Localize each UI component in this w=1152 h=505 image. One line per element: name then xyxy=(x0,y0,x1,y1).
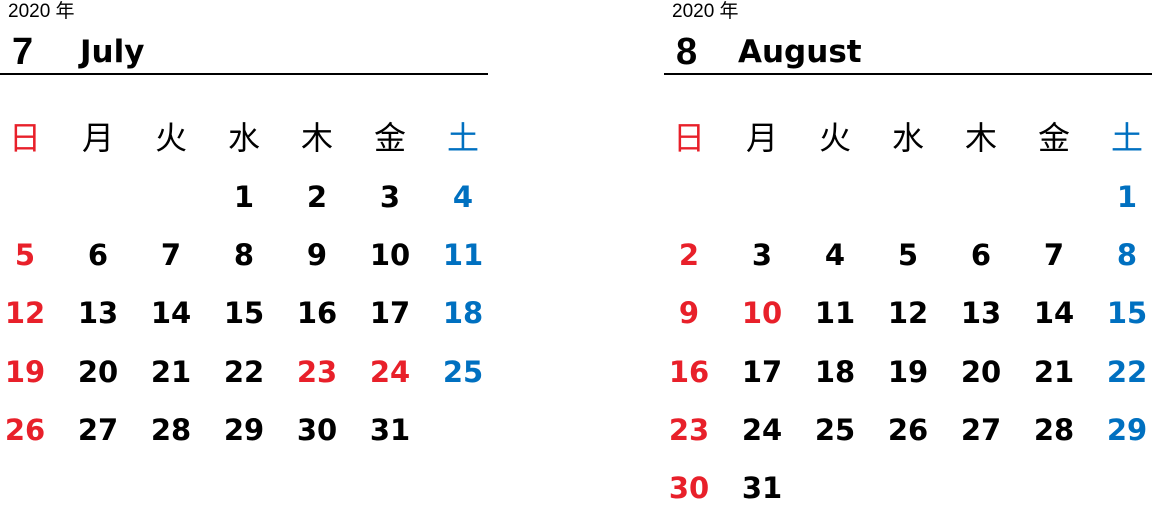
day-cell: 14 xyxy=(1033,296,1075,330)
day-cell: 28 xyxy=(150,413,192,447)
day-cell: 9 xyxy=(678,296,700,330)
year-label: 2020 年 xyxy=(672,1,739,22)
weekday-header: 金 xyxy=(373,119,406,157)
day-cell: 10 xyxy=(741,296,783,330)
day-cell: 1 xyxy=(1116,180,1138,214)
day-cell: 6 xyxy=(970,238,992,272)
day-cell: 4 xyxy=(824,238,846,272)
day-cell: 13 xyxy=(77,296,119,330)
day-cell: 28 xyxy=(1033,413,1075,447)
day-cell: 12 xyxy=(887,296,929,330)
day-cell: 20 xyxy=(77,355,119,389)
weekday-header: 水 xyxy=(891,119,924,157)
day-cell: 31 xyxy=(369,413,411,447)
day-cell: 3 xyxy=(379,180,401,214)
day-cell: 7 xyxy=(160,238,182,272)
day-cell: 31 xyxy=(741,471,783,505)
day-cell: 23 xyxy=(296,355,338,389)
day-cell: 9 xyxy=(306,238,328,272)
weekday-header: 火 xyxy=(154,119,187,157)
day-cell: 8 xyxy=(233,238,255,272)
day-cell: 25 xyxy=(814,413,856,447)
day-cell: 17 xyxy=(369,296,411,330)
month-number: 8 xyxy=(676,31,698,73)
day-cell: 19 xyxy=(4,355,46,389)
day-cell: 16 xyxy=(296,296,338,330)
day-cell: 10 xyxy=(369,238,411,272)
day-cell: 21 xyxy=(150,355,192,389)
day-cell: 21 xyxy=(1033,355,1075,389)
day-cell: 18 xyxy=(442,296,484,330)
month-number: 7 xyxy=(12,31,34,73)
day-cell: 15 xyxy=(223,296,265,330)
day-cell: 5 xyxy=(14,238,36,272)
year-label: 2020 年 xyxy=(8,1,75,22)
day-cell: 3 xyxy=(751,238,773,272)
weekday-header: 月 xyxy=(745,119,778,157)
day-cell: 19 xyxy=(887,355,929,389)
day-cell: 23 xyxy=(668,413,710,447)
weekday-header: 金 xyxy=(1037,119,1070,157)
calendar-july: 2020 年 7 July 日月火水木金土 1 2 3 4 5 6 7 8 9 10 11 12 13 14… xyxy=(0,0,488,502)
day-cell: 12 xyxy=(4,296,46,330)
day-cell: 29 xyxy=(223,413,265,447)
weekday-header: 日 xyxy=(8,119,41,157)
day-cell: 27 xyxy=(960,413,1002,447)
day-cell: 27 xyxy=(77,413,119,447)
day-cell: 30 xyxy=(296,413,338,447)
day-cell: 6 xyxy=(87,238,109,272)
day-cell: 1 xyxy=(233,180,255,214)
weekday-header: 水 xyxy=(227,119,260,157)
month-name: August xyxy=(738,34,862,70)
day-cell: 22 xyxy=(223,355,265,389)
day-cell: 24 xyxy=(369,355,411,389)
day-cell: 4 xyxy=(452,180,474,214)
day-cell: 26 xyxy=(887,413,929,447)
day-cell: 16 xyxy=(668,355,710,389)
calendar-august: 2020 年 8 August 日月火水木金土 1 2 3 4 5 6 7 8 9 10 11 12 13… xyxy=(664,0,1152,505)
weekday-header: 火 xyxy=(818,119,851,157)
day-cell: 18 xyxy=(814,355,856,389)
day-cell: 11 xyxy=(814,296,856,330)
day-cell: 17 xyxy=(741,355,783,389)
day-cell: 15 xyxy=(1106,296,1148,330)
day-cell: 26 xyxy=(4,413,46,447)
day-cell: 20 xyxy=(960,355,1002,389)
day-cell: 30 xyxy=(668,471,710,505)
day-cell: 7 xyxy=(1043,238,1065,272)
day-cell: 29 xyxy=(1106,413,1148,447)
header-divider xyxy=(664,73,1152,75)
day-cell: 8 xyxy=(1116,238,1138,272)
weekday-header: 木 xyxy=(300,119,333,157)
weekday-header: 月 xyxy=(81,119,114,157)
weekday-header: 土 xyxy=(446,119,479,157)
day-cell: 22 xyxy=(1106,355,1148,389)
day-cell: 2 xyxy=(678,238,700,272)
day-cell: 5 xyxy=(897,238,919,272)
day-cell: 11 xyxy=(442,238,484,272)
day-cell: 24 xyxy=(741,413,783,447)
weekday-header: 木 xyxy=(964,119,997,157)
month-name: July xyxy=(80,34,145,70)
day-cell: 25 xyxy=(442,355,484,389)
header-divider xyxy=(0,73,488,75)
weekday-header: 日 xyxy=(672,119,705,157)
day-cell: 14 xyxy=(150,296,192,330)
weekday-header: 土 xyxy=(1110,119,1143,157)
day-cell: 2 xyxy=(306,180,328,214)
day-cell: 13 xyxy=(960,296,1002,330)
